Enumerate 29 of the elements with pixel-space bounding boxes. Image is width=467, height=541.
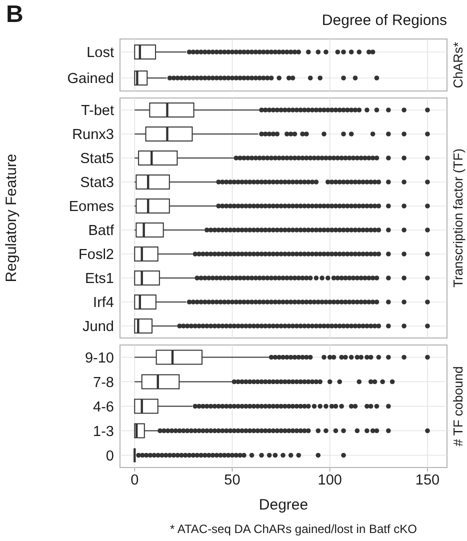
x-axis-title: Degree	[258, 496, 308, 514]
y2-axis-title: ChARs*	[450, 42, 466, 88]
x-tick-label: 150	[415, 472, 440, 488]
y-tick-label: Lost	[86, 45, 114, 62]
y-tick-label: Stat3	[80, 175, 114, 192]
y-tick-label: Irf4	[93, 295, 114, 312]
y-tick-label: 1-3	[93, 424, 114, 440]
x-tick-label: 0	[130, 472, 139, 488]
y-tick-label: T-bet	[80, 103, 114, 120]
y2-axis-title: Transcription factor (TF)	[450, 148, 466, 288]
y-tick-label: Gained	[67, 71, 114, 88]
y-tick-label: Batf	[88, 223, 115, 240]
y-tick-label: 0	[106, 448, 114, 464]
y-tick-label: Jund	[82, 319, 114, 336]
y-tick-label: 4-6	[93, 399, 114, 416]
x-tick-label: 50	[224, 472, 240, 488]
y-tick-label: 9-10	[84, 350, 114, 366]
text: B	[6, 1, 24, 28]
y-tick-label: Eomes	[68, 199, 114, 216]
y2-axis-title: # TF cobound	[450, 366, 466, 446]
text: * ATAC-seq DA ChARs gained/lost in Batf cKO	[170, 522, 417, 536]
x-tick-label: 100	[318, 472, 342, 488]
chart-title: Degree of Regions	[322, 12, 447, 29]
y-tick-label: Ets1	[84, 271, 114, 288]
y-tick-label: Fosl2	[78, 247, 114, 264]
y-tick-label: Runx3	[72, 127, 114, 144]
y-axis-title: Regulatory Feature	[3, 154, 20, 282]
y-tick-label: 7-8	[93, 374, 114, 391]
y-tick-label: Stat5	[80, 151, 114, 168]
